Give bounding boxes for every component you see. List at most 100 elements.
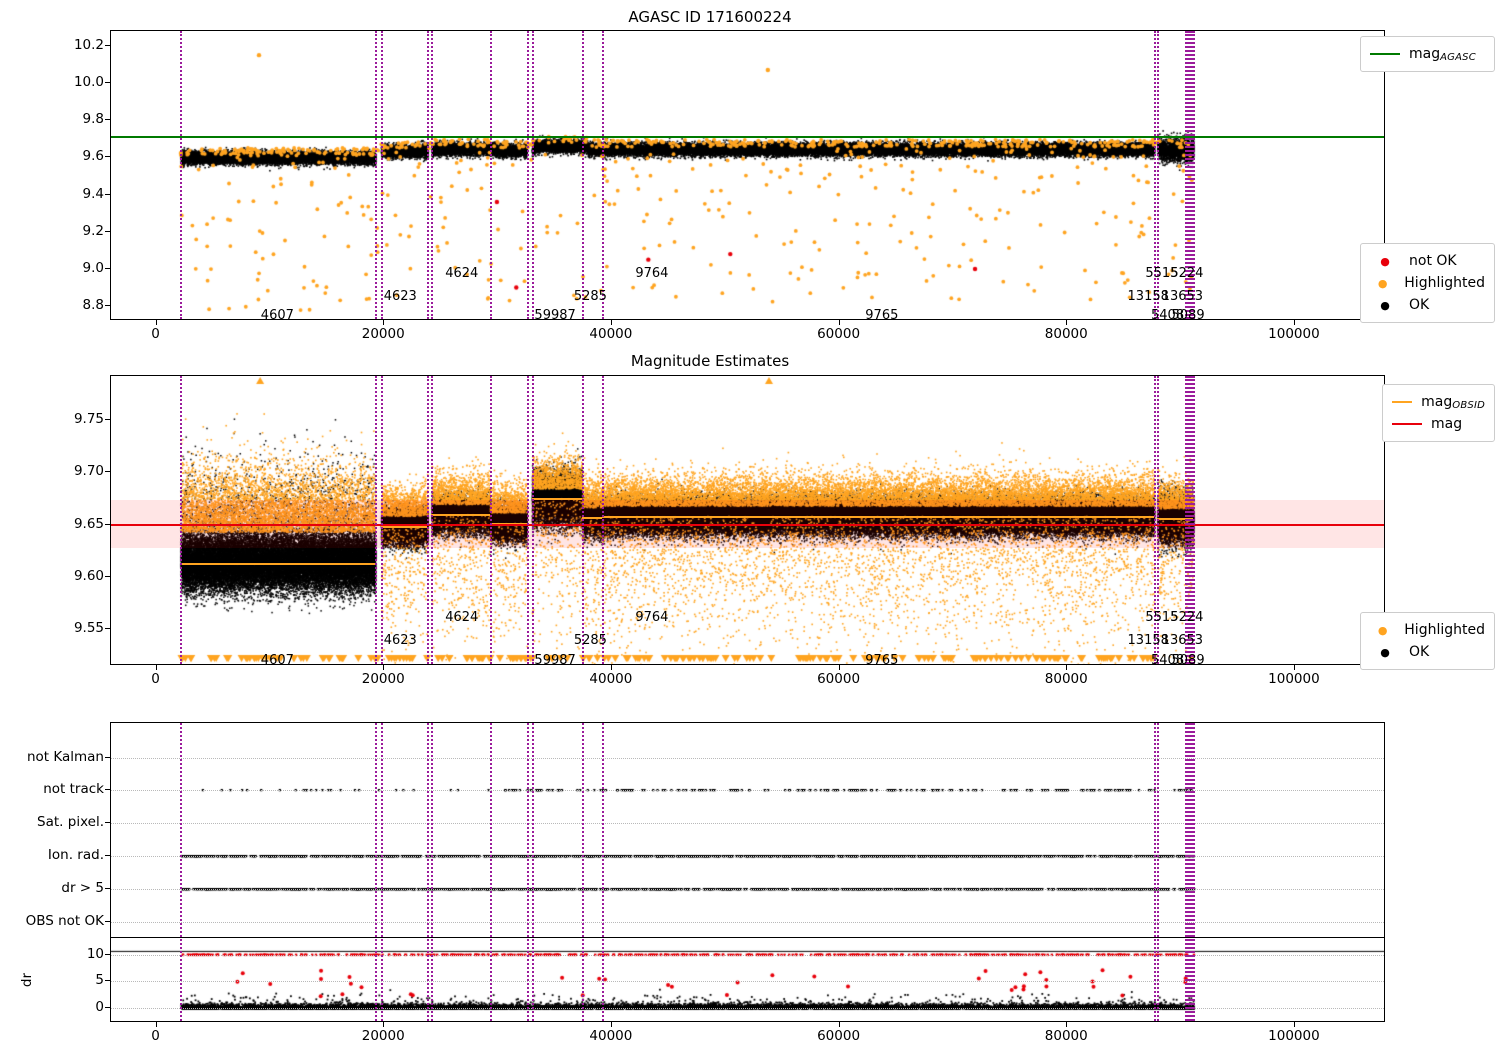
- legend-label-ok: OK: [1409, 644, 1430, 660]
- y-tick-mark: [105, 156, 110, 158]
- y-tick-mark: [105, 82, 110, 84]
- dr-tick-label: 10: [86, 945, 104, 962]
- obsid-label: 5089: [1171, 653, 1205, 668]
- flag-row-gridline: [111, 823, 1384, 824]
- obsid-divider-line: [526, 31, 529, 319]
- obsid-divider-line: [602, 723, 605, 1021]
- panel-bottom-scatter: [111, 723, 1384, 1021]
- obsid-label: 5408: [1151, 653, 1185, 668]
- flag-row-gridline: [111, 758, 1384, 759]
- x-tick-label: 40000: [589, 1028, 633, 1044]
- y-tick-mark: [105, 119, 110, 121]
- legend-entry-ok-mid: ● OK: [1370, 641, 1485, 663]
- panel-mid-axes: [110, 375, 1385, 665]
- panel-top-legend-points: ● not OK ● Highlighted ● OK: [1360, 243, 1495, 323]
- obsid-divider-line: [1193, 723, 1196, 1021]
- obsid-divider-line: [526, 723, 529, 1021]
- x-tick-mark: [155, 1022, 157, 1027]
- obsid-divider-line: [581, 723, 584, 1021]
- obsid-divider-line: [1189, 723, 1192, 1021]
- obsid-label: 5224: [1170, 266, 1204, 281]
- highlighted-dot-swatch: ●: [1377, 276, 1388, 290]
- y-tick-mark: [105, 471, 110, 473]
- obsid-divider-line: [375, 723, 378, 1021]
- panel-mid-legend-line: magOBSID mag: [1382, 384, 1495, 442]
- mag-obsid-step-segment: [531, 498, 582, 501]
- obsid-label: 59987: [534, 308, 576, 323]
- legend-label-not-ok: not OK: [1409, 253, 1457, 269]
- dr-axis-label: dr: [19, 973, 35, 988]
- legend-label-mag: mag: [1431, 416, 1463, 432]
- y-tick-mark: [105, 855, 110, 856]
- mag-obsid-step-segment: [380, 526, 428, 529]
- obsid-divider-line: [1184, 723, 1187, 1021]
- y-tick-mark: [105, 230, 110, 232]
- obsid-divider-line: [1153, 31, 1156, 319]
- obsid-divider-line: [602, 376, 605, 664]
- x-tick-mark: [1293, 1022, 1295, 1027]
- obsid-label: 5224: [1170, 610, 1204, 625]
- panel-mid-title: Magnitude Estimates: [630, 352, 790, 370]
- y-tick-label: 9.4: [82, 185, 104, 202]
- legend-label-mag-obsid: magOBSID: [1421, 393, 1485, 411]
- obsid-label: 59987: [534, 653, 576, 668]
- y-tick-label: 9.70: [73, 463, 104, 480]
- legend-entry-highlighted-mid: ● Highlighted: [1370, 619, 1485, 641]
- y-tick-mark: [105, 1007, 110, 1009]
- obsid-label: 9765: [865, 653, 899, 668]
- flag-row-gridline: [111, 889, 1384, 890]
- y-tick-label: 9.60: [73, 568, 104, 584]
- obsid-divider-line: [180, 376, 183, 664]
- x-tick-mark: [1293, 320, 1295, 325]
- flag-row-label: OBS not OK: [25, 913, 104, 929]
- y-tick-label: 9.6: [82, 148, 104, 165]
- x-tick-mark: [383, 1022, 385, 1027]
- obsid-label: 5408: [1151, 308, 1185, 323]
- y-tick-mark: [105, 953, 110, 955]
- mag-agasc-line-swatch: [1370, 53, 1400, 55]
- obsid-divider-line: [1186, 31, 1189, 319]
- dr-tick-label: 0: [95, 999, 104, 1016]
- x-tick-label: 80000: [1044, 671, 1088, 687]
- obsid-divider-line: [1153, 376, 1156, 664]
- ok-dot-swatch: ●: [1380, 298, 1390, 312]
- obsid-label: 4624: [445, 610, 479, 625]
- obsid-divider-line: [1191, 31, 1194, 319]
- x-tick-label: 20000: [361, 1028, 405, 1044]
- obsid-divider-line: [1193, 376, 1196, 664]
- legend-entry-mag: mag: [1392, 413, 1485, 435]
- obsid-divider-line: [526, 376, 529, 664]
- dr-subaxis-top-border: [111, 937, 1384, 938]
- obsid-divider-line: [427, 376, 430, 664]
- y-tick-mark: [105, 193, 110, 195]
- legend-entry-mag-obsid: magOBSID: [1392, 391, 1485, 413]
- flag-row-gridline: [111, 922, 1384, 923]
- obsid-label: 9764: [635, 266, 669, 281]
- not-ok-dot-swatch: ●: [1380, 254, 1390, 268]
- obsid-divider-line: [427, 723, 430, 1021]
- mag-obsid-step-segment: [581, 517, 603, 520]
- obsid-divider-line: [380, 376, 383, 664]
- y-tick-mark: [105, 305, 110, 307]
- obsid-label: 13158: [1127, 633, 1169, 648]
- flag-row-label: not Kalman: [26, 749, 104, 765]
- panel-top-scatter: [111, 31, 1384, 319]
- obsid-divider-line: [1157, 31, 1160, 319]
- x-tick-mark: [155, 665, 157, 670]
- y-tick-label: 9.0: [82, 259, 104, 276]
- obsid-divider-line: [489, 376, 492, 664]
- obsid-divider-line: [380, 31, 383, 319]
- obsid-divider-line: [1157, 723, 1160, 1021]
- highlighted-dot-swatch: ●: [1377, 623, 1388, 637]
- obsid-divider-line: [431, 376, 434, 664]
- x-tick-label: 40000: [589, 326, 633, 342]
- obsid-divider-line: [489, 31, 492, 319]
- obsid-label: 4607: [260, 308, 294, 323]
- obsid-divider-line: [1153, 723, 1156, 1021]
- ok-dot-swatch: ●: [1380, 645, 1390, 659]
- flag-row-gridline: [111, 790, 1384, 791]
- x-tick-mark: [383, 320, 385, 325]
- obsid-label: 5089: [1171, 308, 1205, 323]
- legend-label-highlighted: Highlighted: [1404, 275, 1485, 291]
- obsid-divider-line: [427, 31, 430, 319]
